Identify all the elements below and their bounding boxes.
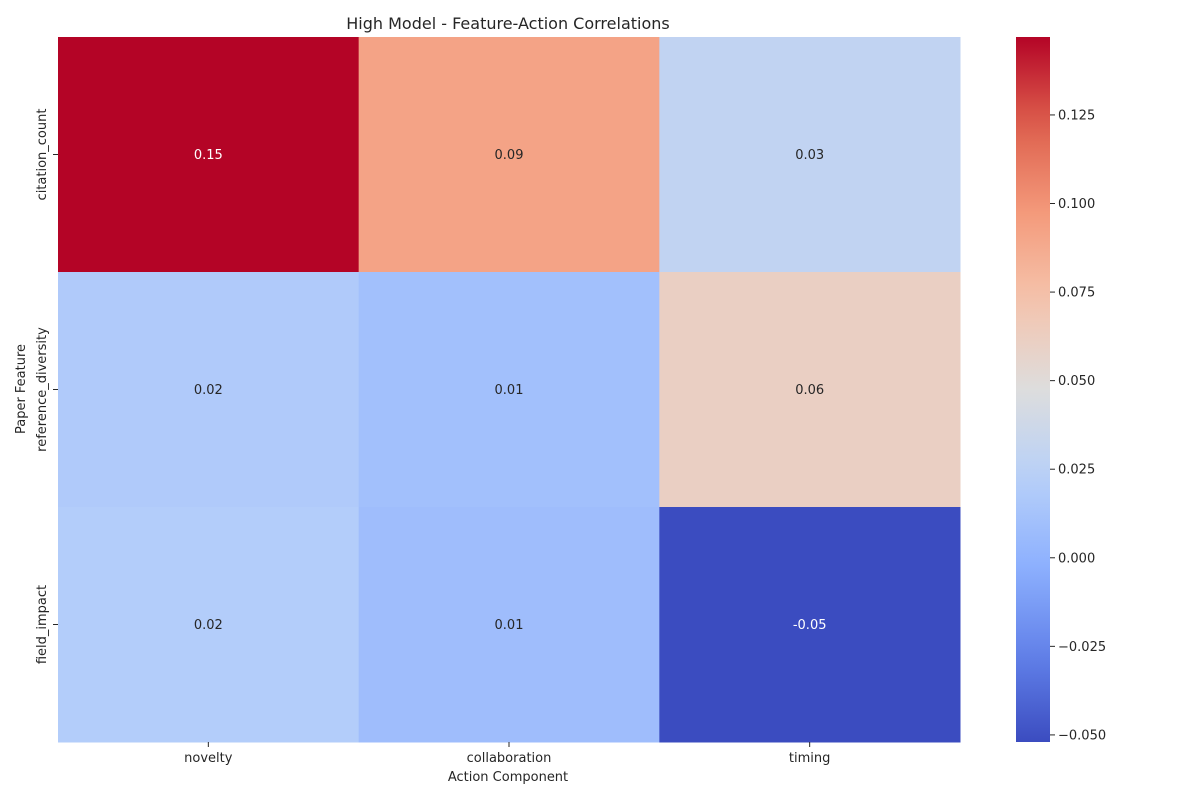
heatmap-cell	[659, 507, 961, 743]
x-axis: novelty collaboration timing	[184, 742, 830, 766]
cell-annotation: -0.05	[793, 618, 827, 633]
heatmap-cell	[659, 37, 961, 273]
cell-annotation: 0.06	[795, 383, 824, 398]
colorbar-tick-label: 0.025	[1058, 463, 1095, 478]
cell-annotation: 0.09	[495, 148, 524, 163]
chart-title: High Model - Feature-Action Correlations	[346, 14, 669, 33]
y-tick-label: reference_diversity	[35, 327, 50, 452]
colorbar-tick-label: 0.125	[1058, 108, 1095, 123]
heatmap-cell	[58, 37, 360, 273]
heatmap-cell	[659, 272, 961, 508]
colorbar-tick-label: −0.025	[1058, 640, 1106, 655]
colorbar-tick-label: 0.050	[1058, 374, 1095, 389]
x-tick-label: timing	[789, 751, 830, 766]
cell-annotation: 0.01	[495, 383, 524, 398]
cell-annotation: 0.02	[194, 383, 223, 398]
colorbar-tick-label: 0.075	[1058, 286, 1095, 301]
colorbar-gradient	[1016, 37, 1050, 742]
y-axis-label: Paper Feature	[14, 344, 29, 434]
x-tick-label: novelty	[184, 751, 233, 766]
colorbar-tick-label: 0.100	[1058, 197, 1095, 212]
cell-annotation: 0.01	[495, 618, 524, 633]
y-axis: citation_count reference_diversity field_i…	[35, 109, 58, 664]
y-tick-label: citation_count	[35, 109, 50, 201]
colorbar-tick-label: 0.000	[1058, 551, 1095, 566]
cell-annotation: 0.02	[194, 618, 223, 633]
colorbar: 0.125 0.100 0.075 0.050 0.025 0.000 −0.025 −0.0…	[1016, 37, 1106, 743]
heatmap-cell	[358, 272, 660, 508]
cell-annotation: 0.15	[194, 148, 223, 163]
colorbar-tick-label: −0.050	[1058, 728, 1106, 743]
x-tick-label: collaboration	[467, 751, 552, 766]
heatmap-cell	[58, 272, 360, 508]
cell-annotation: 0.03	[795, 148, 824, 163]
x-axis-label: Action Component	[448, 770, 568, 785]
y-tick-label: field_impact	[35, 585, 50, 664]
heatmap-cell	[358, 37, 660, 273]
heatmap-cells: 0.15 0.09 0.03 0.02 0.01 0.06 0.02 0.01 -0.05	[58, 37, 961, 743]
colorbar-ticks: 0.125 0.100 0.075 0.050 0.025 0.000 −0.025 −0.0…	[1050, 108, 1106, 743]
heatmap-cell	[58, 507, 360, 743]
heatmap-cell	[358, 507, 660, 743]
